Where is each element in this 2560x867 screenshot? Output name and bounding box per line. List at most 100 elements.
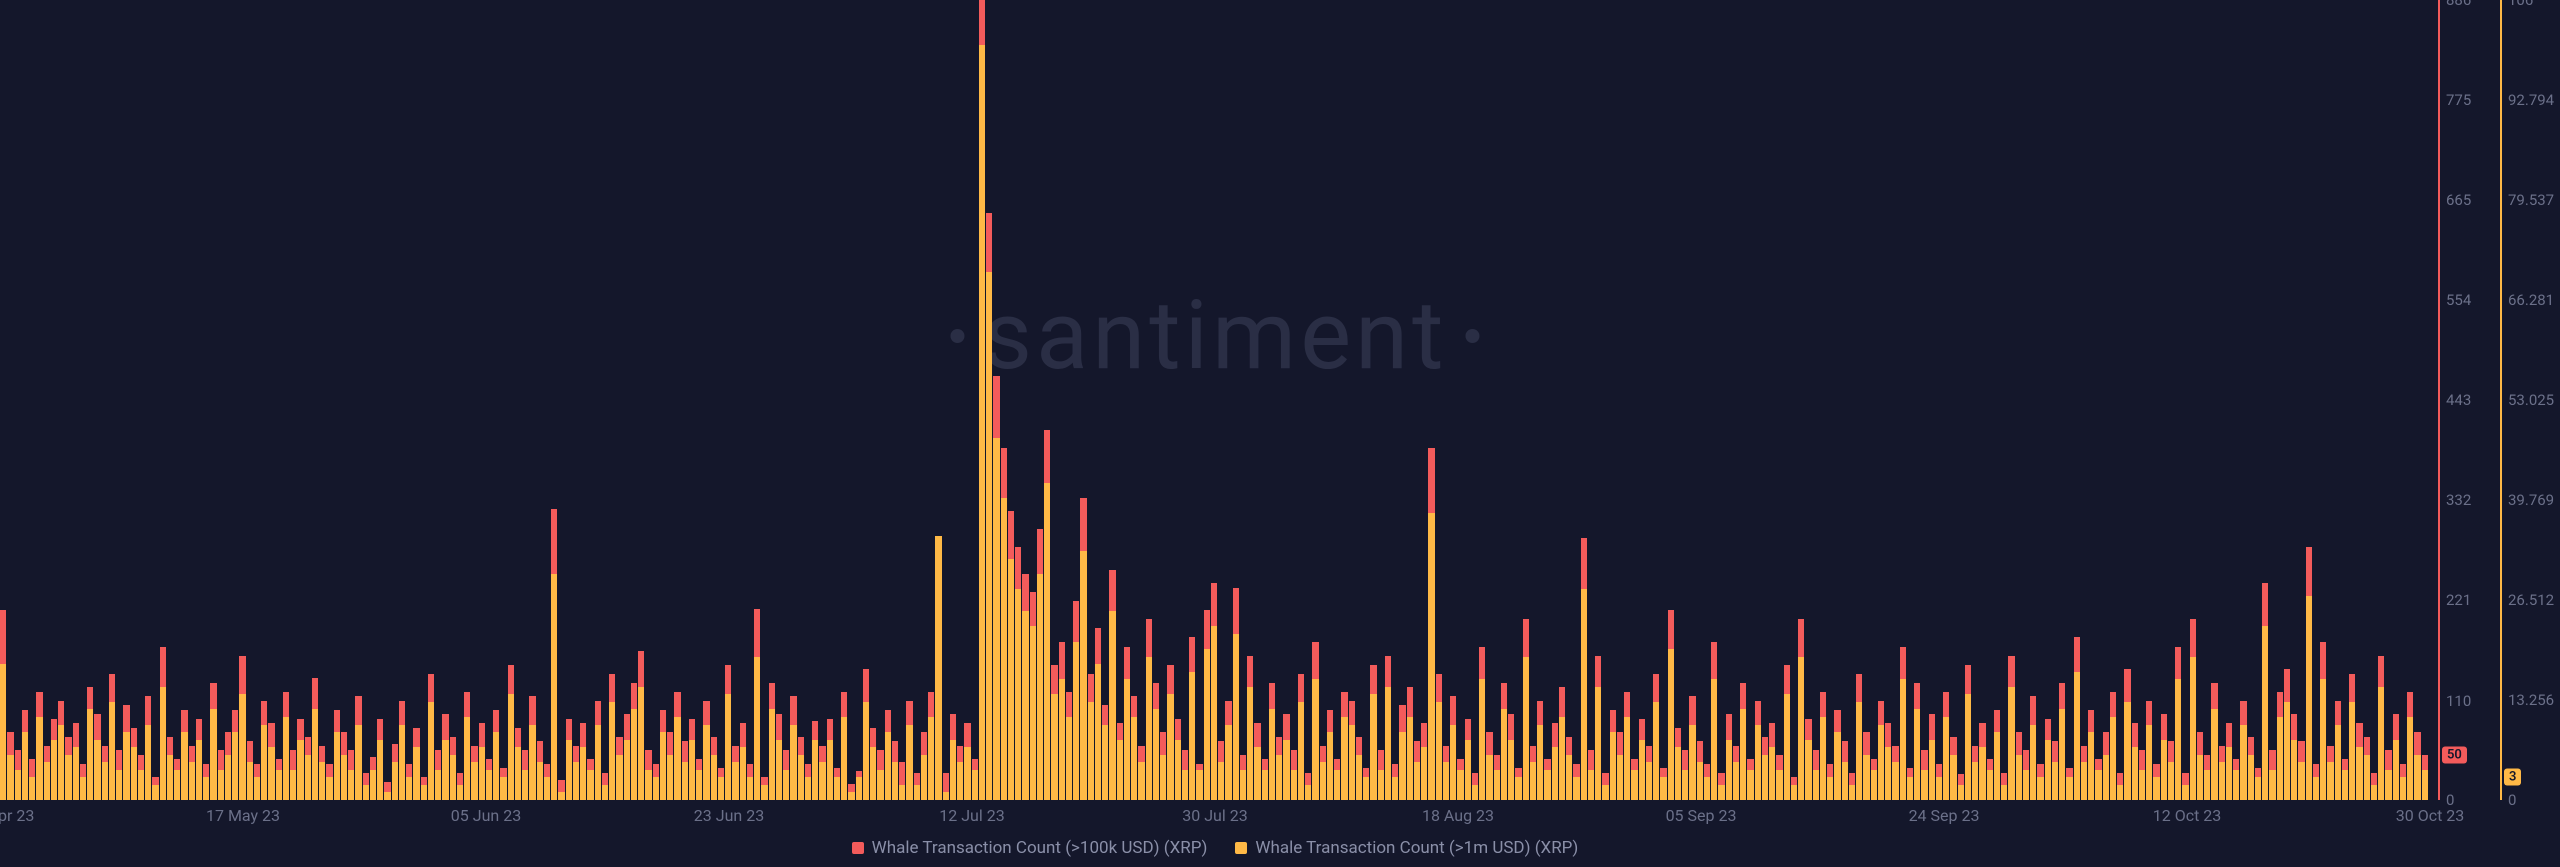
- bar[interactable]: [116, 0, 122, 800]
- bar[interactable]: [94, 0, 100, 800]
- bar[interactable]: [1653, 0, 1659, 800]
- bar[interactable]: [1102, 0, 1108, 800]
- bar[interactable]: [413, 0, 419, 800]
- bar[interactable]: [2204, 0, 2210, 800]
- bar[interactable]: [268, 0, 274, 800]
- bar[interactable]: [1298, 0, 1304, 800]
- bar[interactable]: [276, 0, 282, 800]
- bar[interactable]: [776, 0, 782, 800]
- bar[interactable]: [51, 0, 57, 800]
- bar[interactable]: [2284, 0, 2290, 800]
- bar[interactable]: [856, 0, 862, 800]
- bar[interactable]: [22, 0, 28, 800]
- bar[interactable]: [1370, 0, 1376, 800]
- bar[interactable]: [2277, 0, 2283, 800]
- bar[interactable]: [725, 0, 731, 800]
- bar[interactable]: [1283, 0, 1289, 800]
- bar[interactable]: [1066, 0, 1072, 800]
- bar[interactable]: [2371, 0, 2377, 800]
- bar[interactable]: [1218, 0, 1224, 800]
- bar[interactable]: [2335, 0, 2341, 800]
- bar[interactable]: [1465, 0, 1471, 800]
- bar[interactable]: [2378, 0, 2384, 800]
- bar[interactable]: [1610, 0, 1616, 800]
- bar[interactable]: [761, 0, 767, 800]
- bar[interactable]: [1008, 0, 1014, 800]
- bar[interactable]: [1668, 0, 1674, 800]
- bar[interactable]: [1950, 0, 1956, 800]
- bar[interactable]: [1602, 0, 1608, 800]
- bar[interactable]: [1341, 0, 1347, 800]
- bar[interactable]: [87, 0, 93, 800]
- bar[interactable]: [660, 0, 666, 800]
- bar[interactable]: [1639, 0, 1645, 800]
- bar[interactable]: [1762, 0, 1768, 800]
- bar[interactable]: [1320, 0, 1326, 800]
- bar[interactable]: [1501, 0, 1507, 800]
- bar[interactable]: [1385, 0, 1391, 800]
- bar[interactable]: [1798, 0, 1804, 800]
- bar[interactable]: [2349, 0, 2355, 800]
- bar[interactable]: [73, 0, 79, 800]
- bar[interactable]: [2262, 0, 2268, 800]
- bar[interactable]: [1994, 0, 2000, 800]
- bar[interactable]: [2146, 0, 2152, 800]
- bar[interactable]: [1436, 0, 1442, 800]
- bar[interactable]: [1153, 0, 1159, 800]
- bar[interactable]: [2385, 0, 2391, 800]
- bar[interactable]: [203, 0, 209, 800]
- bar[interactable]: [1856, 0, 1862, 800]
- bar[interactable]: [537, 0, 543, 800]
- bar[interactable]: [2313, 0, 2319, 800]
- bar[interactable]: [834, 0, 840, 800]
- bar[interactable]: [2103, 0, 2109, 800]
- bar[interactable]: [1109, 0, 1115, 800]
- bar[interactable]: [2219, 0, 2225, 800]
- bar[interactable]: [1544, 0, 1550, 800]
- bar[interactable]: [515, 0, 521, 800]
- bar[interactable]: [1559, 0, 1565, 800]
- bar[interactable]: [2124, 0, 2130, 800]
- bar[interactable]: [2393, 0, 2399, 800]
- bar[interactable]: [703, 0, 709, 800]
- bar[interactable]: [421, 0, 427, 800]
- bar[interactable]: [500, 0, 506, 800]
- bar[interactable]: [1907, 0, 1913, 800]
- bar[interactable]: [1334, 0, 1340, 800]
- bar[interactable]: [1095, 0, 1101, 800]
- bar[interactable]: [2066, 0, 2072, 800]
- bar[interactable]: [587, 0, 593, 800]
- bar[interactable]: [964, 0, 970, 800]
- bar[interactable]: [689, 0, 695, 800]
- bar[interactable]: [2030, 0, 2036, 800]
- bar[interactable]: [65, 0, 71, 800]
- bar[interactable]: [899, 0, 905, 800]
- bar[interactable]: [1711, 0, 1717, 800]
- bar[interactable]: [2168, 0, 2174, 800]
- legend-item[interactable]: Whale Transaction Count (>100k USD) (XRP…: [852, 838, 1208, 858]
- bar[interactable]: [2023, 0, 2029, 800]
- bar[interactable]: [442, 0, 448, 800]
- bar[interactable]: [406, 0, 412, 800]
- bar[interactable]: [747, 0, 753, 800]
- bar[interactable]: [551, 0, 557, 800]
- bar[interactable]: [1254, 0, 1260, 800]
- bar[interactable]: [1407, 0, 1413, 800]
- bar[interactable]: [145, 0, 151, 800]
- bar[interactable]: [2088, 0, 2094, 800]
- bar[interactable]: [1595, 0, 1601, 800]
- bar[interactable]: [493, 0, 499, 800]
- bar[interactable]: [348, 0, 354, 800]
- bar[interactable]: [1349, 0, 1355, 800]
- bar[interactable]: [732, 0, 738, 800]
- bar[interactable]: [1211, 0, 1217, 800]
- bar[interactable]: [479, 0, 485, 800]
- bar[interactable]: [1167, 0, 1173, 800]
- bar[interactable]: [2008, 0, 2014, 800]
- bar[interactable]: [1820, 0, 1826, 800]
- bar[interactable]: [1892, 0, 1898, 800]
- bar[interactable]: [2255, 0, 2261, 800]
- bar[interactable]: [2211, 0, 2217, 800]
- bar[interactable]: [653, 0, 659, 800]
- bar[interactable]: [827, 0, 833, 800]
